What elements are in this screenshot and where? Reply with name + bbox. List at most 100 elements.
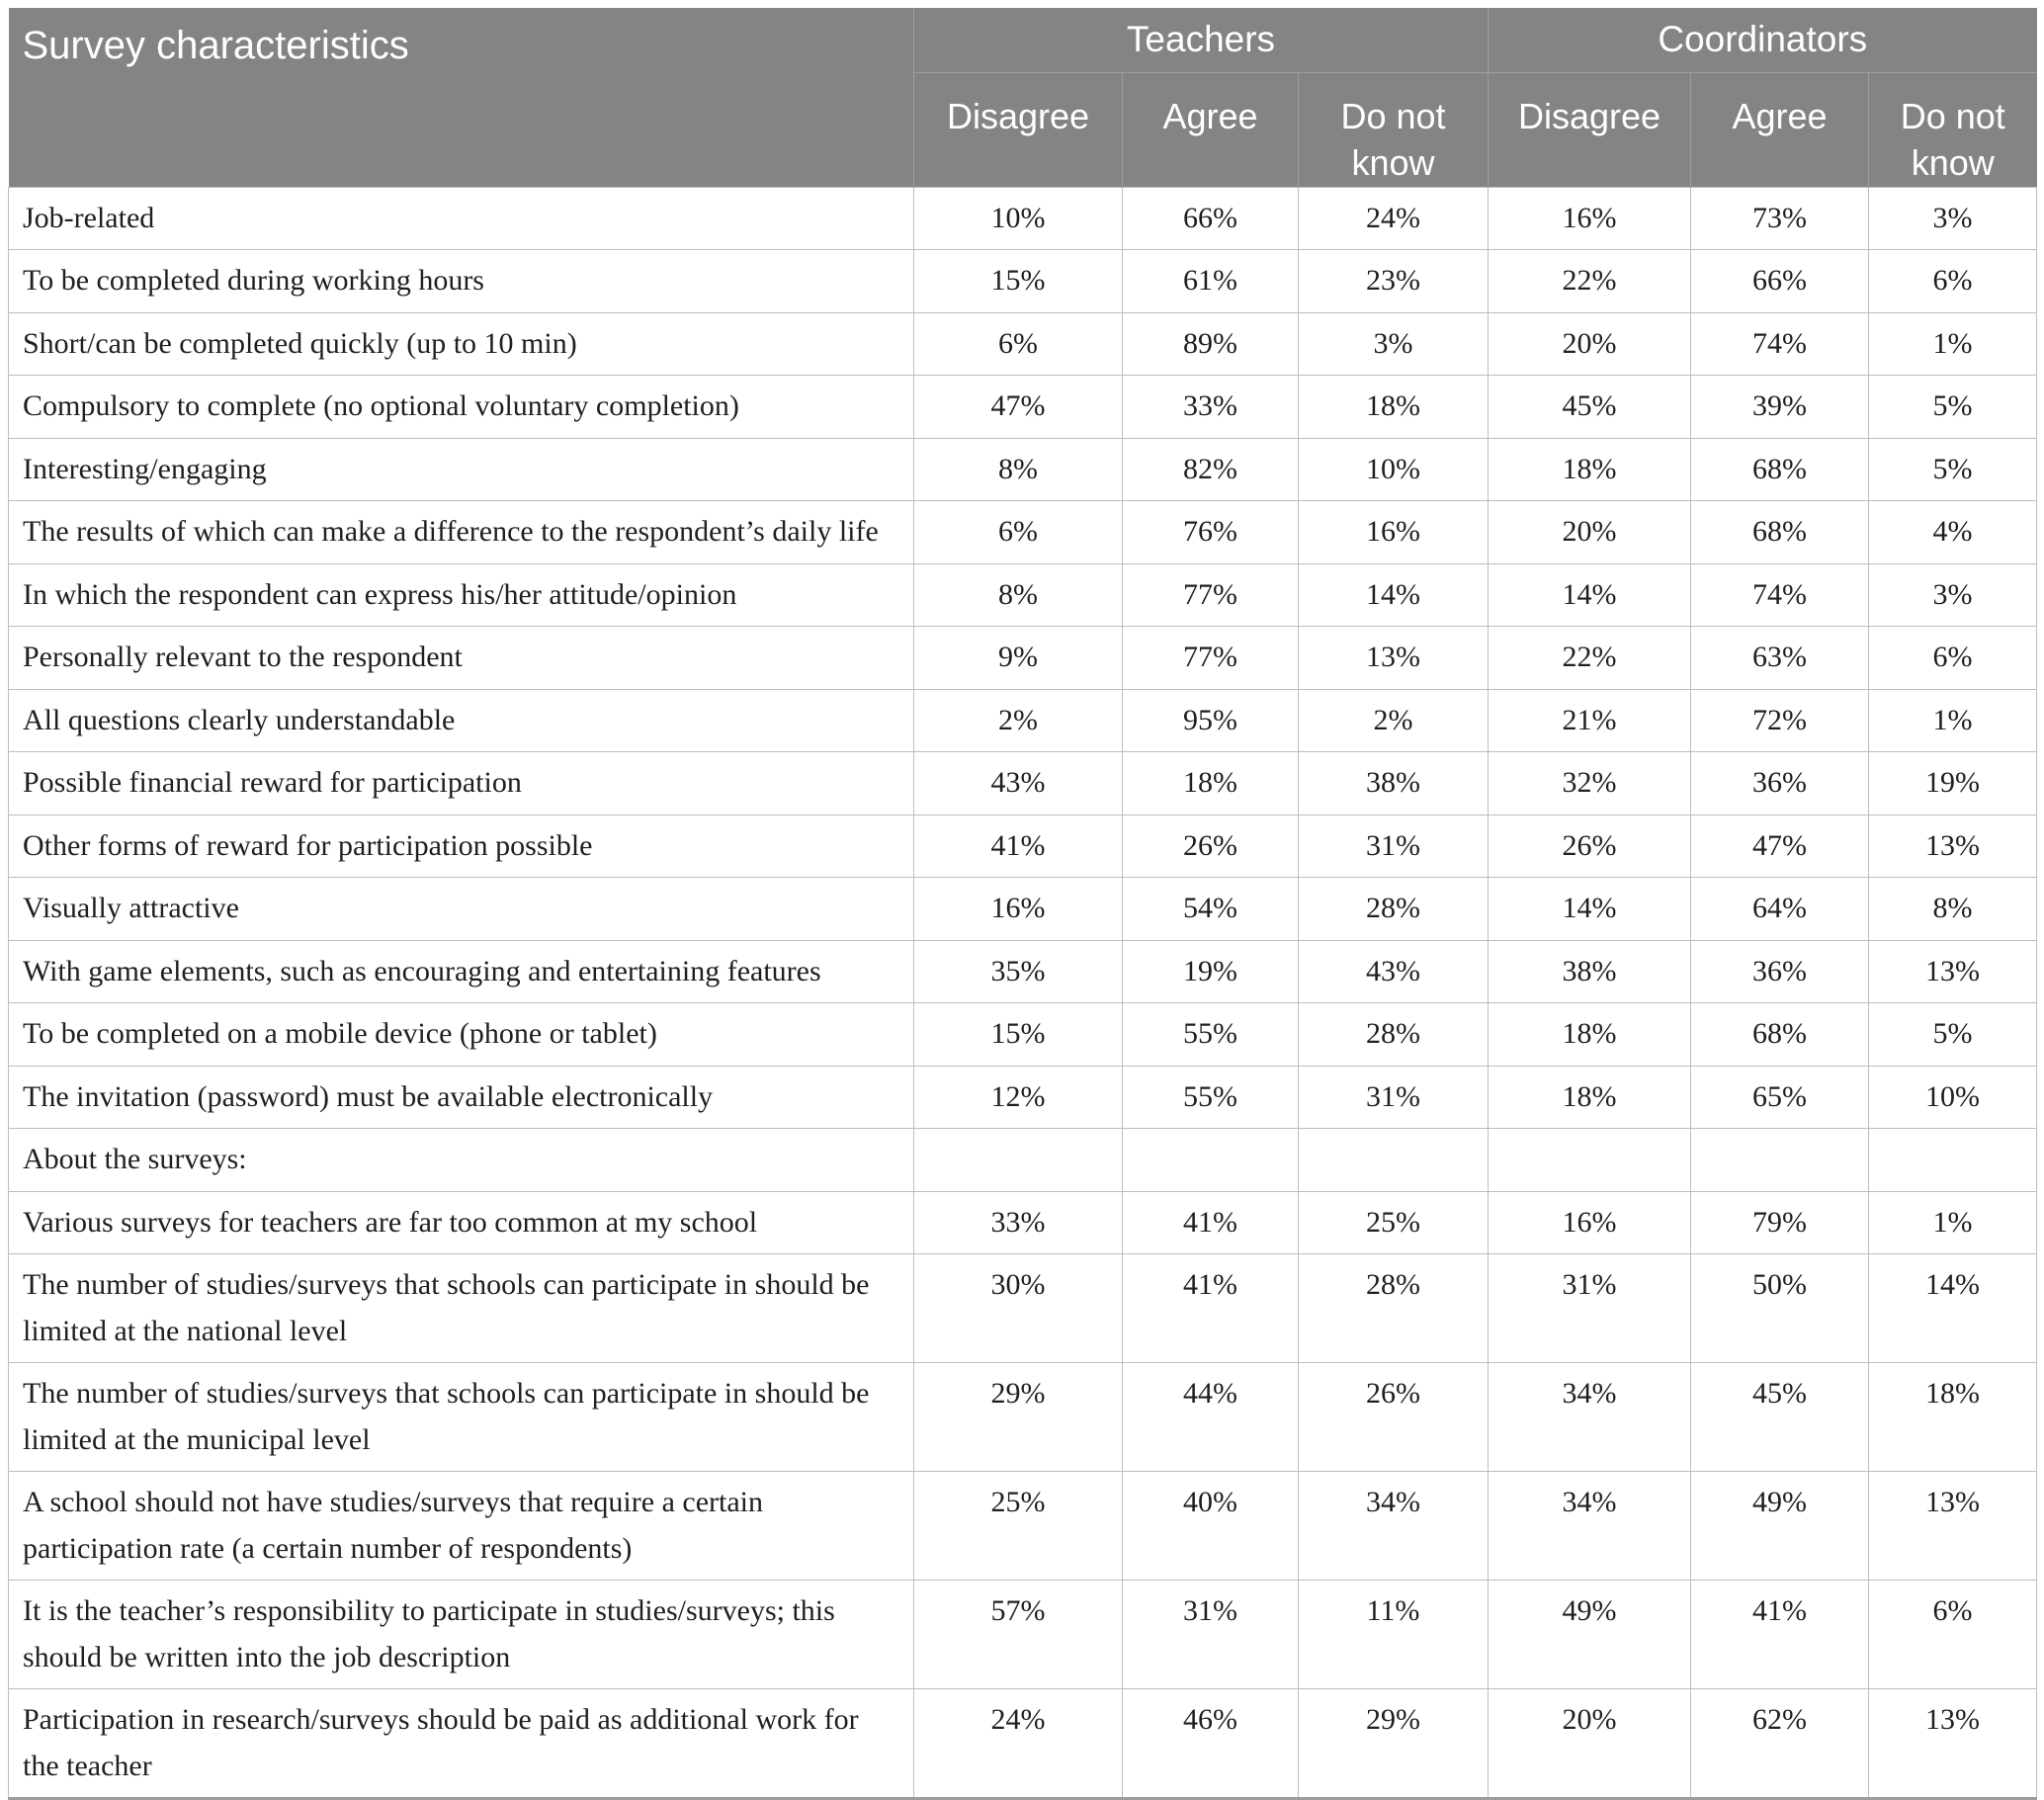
row-value: 55% xyxy=(1122,1065,1299,1130)
row-value: 19% xyxy=(1122,939,1299,1004)
row-value: 34% xyxy=(1488,1362,1691,1473)
row-value: 34% xyxy=(1488,1471,1691,1582)
row-value: 16% xyxy=(1488,186,1691,251)
row-value: 13% xyxy=(1867,939,2038,1004)
row-value: 46% xyxy=(1122,1688,1299,1800)
row-value: 2% xyxy=(913,688,1123,753)
table-row: Other forms of reward for participation … xyxy=(8,814,2038,879)
row-value: 40% xyxy=(1122,1471,1299,1582)
row-label: The number of studies/surveys that schoo… xyxy=(8,1362,914,1473)
row-value: 24% xyxy=(913,1688,1123,1800)
row-value: 26% xyxy=(1488,814,1691,879)
row-label: Interesting/engaging xyxy=(8,437,914,502)
row-value: 95% xyxy=(1122,688,1299,753)
row-value: 68% xyxy=(1690,437,1869,502)
row-value: 1% xyxy=(1867,311,2038,377)
row-value: 49% xyxy=(1488,1580,1691,1690)
row-value: 4% xyxy=(1867,500,2038,564)
row-value: 62% xyxy=(1690,1688,1869,1800)
table-row: Job-related 10% 66% 24% 16% 73% 3% xyxy=(8,186,2038,251)
row-value: 41% xyxy=(913,814,1123,879)
table-row: Personally relevant to the respondent 9% 7… xyxy=(8,626,2038,690)
row-value: 33% xyxy=(913,1190,1123,1255)
row-value: 10% xyxy=(1298,437,1489,502)
row-value: 63% xyxy=(1690,626,1869,690)
row-label: A school should not have studies/surveys… xyxy=(8,1471,914,1582)
row-label: The invitation (password) must be availa… xyxy=(8,1065,914,1130)
row-value: 1% xyxy=(1867,688,2038,753)
row-value: 9% xyxy=(913,626,1123,690)
row-value: 18% xyxy=(1298,375,1489,439)
row-value xyxy=(1867,1128,2038,1192)
row-value: 43% xyxy=(913,751,1123,815)
row-value: 6% xyxy=(913,311,1123,377)
row-value: 5% xyxy=(1867,375,2038,439)
row-value: 22% xyxy=(1488,249,1691,313)
row-value: 25% xyxy=(913,1471,1123,1582)
row-label: Visually attractive xyxy=(8,877,914,941)
row-value: 1% xyxy=(1867,1190,2038,1255)
row-label: To be completed during working hours xyxy=(8,249,914,313)
col-header-teachers-do-not-know: Do not know xyxy=(1298,72,1489,188)
header-group-row: Survey characteristics Teachers Coordina… xyxy=(8,8,2037,188)
table-row: Participation in research/surveys should… xyxy=(8,1688,2038,1800)
row-value: 61% xyxy=(1122,249,1299,313)
row-label: Various surveys for teachers are far too… xyxy=(8,1190,914,1255)
row-value: 38% xyxy=(1298,751,1489,815)
col-header-teachers-disagree: Disagree xyxy=(913,72,1123,188)
row-value: 34% xyxy=(1298,1471,1489,1582)
row-value: 72% xyxy=(1690,688,1869,753)
col-group-teachers: Teachers xyxy=(913,8,1489,73)
row-value xyxy=(913,1128,1123,1192)
row-value: 54% xyxy=(1122,877,1299,941)
row-value: 35% xyxy=(913,939,1123,1004)
row-value: 89% xyxy=(1122,311,1299,377)
row-value: 50% xyxy=(1690,1253,1869,1364)
header-sub-row: Disagree Agree Do not know Disagree Agre… xyxy=(9,72,2037,188)
row-value: 6% xyxy=(1867,249,2038,313)
col-header-teachers-agree: Agree xyxy=(1122,72,1299,188)
row-value: 38% xyxy=(1488,939,1691,1004)
row-value: 66% xyxy=(1690,249,1869,313)
row-value: 49% xyxy=(1690,1471,1869,1582)
row-value: 73% xyxy=(1690,186,1869,251)
table-row: In which the respondent can express his/… xyxy=(8,562,2038,628)
row-value: 36% xyxy=(1690,939,1869,1004)
row-value: 30% xyxy=(913,1253,1123,1364)
row-value: 21% xyxy=(1488,688,1691,753)
row-value: 25% xyxy=(1298,1190,1489,1255)
row-value: 15% xyxy=(913,249,1123,313)
row-value: 41% xyxy=(1122,1190,1299,1255)
row-value: 19% xyxy=(1867,751,2038,815)
row-value: 10% xyxy=(1867,1065,2038,1130)
row-label: Compulsory to complete (no optional volu… xyxy=(8,375,914,439)
row-value: 41% xyxy=(1690,1580,1869,1690)
row-value: 74% xyxy=(1690,311,1869,377)
row-value: 22% xyxy=(1488,626,1691,690)
row-value: 3% xyxy=(1867,186,2038,251)
row-label: Other forms of reward for participation … xyxy=(8,814,914,879)
row-label: Participation in research/surveys should… xyxy=(8,1688,914,1800)
row-value: 3% xyxy=(1867,562,2038,628)
row-value: 29% xyxy=(1298,1688,1489,1800)
row-value: 28% xyxy=(1298,1253,1489,1364)
row-value: 18% xyxy=(1488,1002,1691,1067)
col-header-coordinators-agree: Agree xyxy=(1690,72,1869,188)
row-value: 76% xyxy=(1122,500,1299,564)
row-value: 8% xyxy=(1867,877,2038,941)
row-value: 20% xyxy=(1488,311,1691,377)
row-label: Job-related xyxy=(8,186,914,251)
row-value: 43% xyxy=(1298,939,1489,1004)
row-value: 45% xyxy=(1488,375,1691,439)
row-value: 16% xyxy=(1488,1190,1691,1255)
table-row: It is the teacher’s responsibility to pa… xyxy=(8,1580,2038,1690)
row-value xyxy=(1488,1128,1691,1192)
col-header-coordinators-disagree: Disagree xyxy=(1488,72,1691,188)
row-label: The results of which can make a differen… xyxy=(8,500,914,564)
row-value: 31% xyxy=(1488,1253,1691,1364)
row-value: 47% xyxy=(1690,814,1869,879)
row-value: 82% xyxy=(1122,437,1299,502)
row-value: 16% xyxy=(1298,500,1489,564)
table-row: To be completed on a mobile device (phon… xyxy=(8,1002,2038,1067)
